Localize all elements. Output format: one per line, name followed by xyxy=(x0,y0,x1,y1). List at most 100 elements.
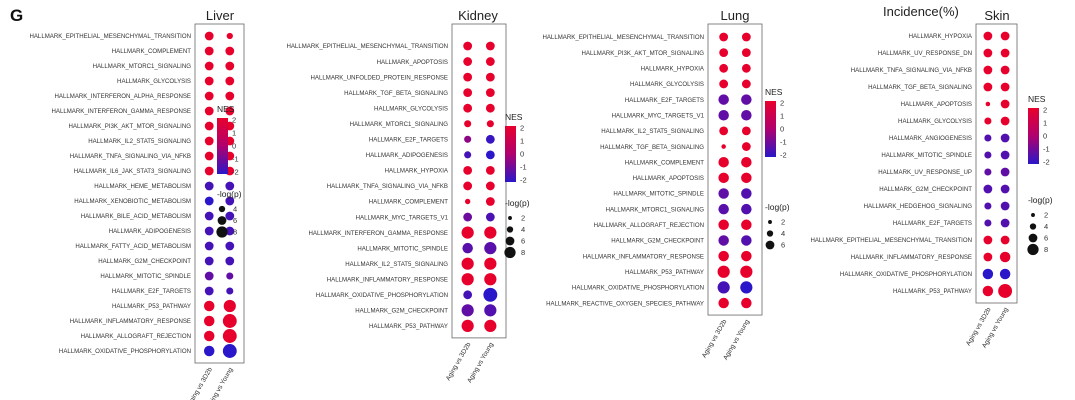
dot xyxy=(718,203,729,215)
dot xyxy=(204,286,214,296)
row-label: HALLMARK_ALLOGRAFT_REJECTION xyxy=(81,333,191,340)
dot xyxy=(741,142,751,151)
row-label: HALLMARK_INFLAMMATORY_RESPONSE xyxy=(327,276,448,283)
legend-size-tick: 8 xyxy=(233,228,237,237)
dot xyxy=(463,181,473,191)
dot xyxy=(719,32,729,42)
legend-nes-tick: -1 xyxy=(232,155,239,164)
dot xyxy=(485,134,495,144)
legend-size-dot xyxy=(765,240,775,250)
dot xyxy=(741,94,752,105)
legend-nes-tick: 2 xyxy=(1043,106,1047,115)
row-label: HALLMARK_APOPTOSIS xyxy=(901,101,972,108)
dot xyxy=(225,226,235,236)
panel-skin: Skin HALLMARK_HYPOXIA HALLMARK_UV_RESPONSE… xyxy=(810,8,1052,349)
legend-nes-title: NES xyxy=(217,104,235,114)
dot xyxy=(983,31,993,41)
dot xyxy=(225,46,235,56)
legend-colorbar xyxy=(765,101,776,157)
panel-lung: Lung HALLMARK_EPITHELIAL_MESENCHYMAL_TRAN… xyxy=(542,8,789,361)
dot xyxy=(718,188,729,199)
dot xyxy=(983,82,993,92)
dot xyxy=(463,166,473,175)
row-label: HALLMARK_INFLAMMATORY_RESPONSE xyxy=(851,254,972,261)
panel-title: Skin xyxy=(984,8,1009,23)
row-label: HALLMARK_OXIDATIVE_PHOSPHORYLATION xyxy=(316,292,448,299)
dot xyxy=(204,76,214,86)
row-label: HALLMARK_FATTY_ACID_METABOLISM xyxy=(75,243,191,250)
panel-kidney: Kidney HALLMARK_EPITHELIAL_MESENCHYMAL_TR… xyxy=(286,8,529,384)
legend-size-tick: 6 xyxy=(781,241,785,250)
row-label: HALLMARK_GLYCOLYSIS xyxy=(898,118,972,125)
legend-size-title: -log(p) xyxy=(505,198,530,208)
dot xyxy=(741,297,752,309)
dot xyxy=(225,241,235,251)
dot xyxy=(741,156,752,168)
dot xyxy=(225,76,235,86)
row-label: HALLMARK_G2M_CHECKPOINT xyxy=(355,308,448,315)
row-label: HALLMARK_G2M_CHECKPOINT xyxy=(879,186,972,193)
dot xyxy=(718,110,729,121)
legend-size-dot xyxy=(216,226,228,238)
legend-size-tick: 6 xyxy=(1044,234,1048,243)
legend-nes-title: NES xyxy=(765,87,783,97)
dot xyxy=(719,63,729,73)
row-label: HALLMARK_HYPOXIA xyxy=(385,168,449,175)
dot xyxy=(717,281,730,294)
dot xyxy=(999,251,1011,263)
dot xyxy=(204,46,214,56)
dot xyxy=(717,265,730,278)
legend-nes-tick: -1 xyxy=(1043,145,1050,154)
dot xyxy=(719,126,729,136)
row-label: HALLMARK_ANGIOGENESIS xyxy=(889,135,972,142)
dot xyxy=(204,136,214,146)
legend-size-title: -log(p) xyxy=(217,189,242,199)
dot xyxy=(984,117,992,125)
legend-nes-title: NES xyxy=(505,112,523,122)
dot xyxy=(983,65,993,75)
dot xyxy=(204,106,214,116)
row-label: HALLMARK_ADIPOGENESIS xyxy=(109,228,191,235)
dot xyxy=(721,144,726,149)
dot xyxy=(484,319,497,332)
row-label: HALLMARK_IL2_STAT5_SIGNALING xyxy=(345,261,448,268)
dot xyxy=(982,268,994,280)
row-label: HALLMARK_MITOTIC_SPINDLE xyxy=(881,152,972,159)
dot xyxy=(204,271,214,281)
row-label: HALLMARK_HYPOXIA xyxy=(909,33,973,40)
dot xyxy=(484,304,497,317)
dot xyxy=(485,197,495,206)
legend-size-tick: 8 xyxy=(521,248,525,257)
dot xyxy=(226,32,233,40)
dot xyxy=(718,94,729,105)
dot xyxy=(464,198,471,205)
dot xyxy=(222,329,237,343)
row-label: HALLMARK_INTERFERON_ALPHA_RESPONSE xyxy=(55,93,191,100)
dot xyxy=(464,151,472,159)
dot xyxy=(718,297,729,309)
dot xyxy=(999,268,1011,280)
row-label: HALLMARK_GLYCOLYSIS xyxy=(630,81,704,88)
dot xyxy=(741,48,751,58)
dot xyxy=(204,91,214,101)
legend-colorbar xyxy=(217,118,228,174)
incidence-header: Incidence(%) xyxy=(883,4,959,19)
dot xyxy=(204,166,214,176)
row-label: HALLMARK_UNFOLDED_PROTEIN_RESPONSE xyxy=(311,74,448,81)
dot xyxy=(741,219,752,231)
dot xyxy=(222,314,237,328)
panel-frame xyxy=(194,23,245,364)
row-label: HALLMARK_MTORC1_SIGNALING xyxy=(93,63,192,70)
row-label: HALLMARK_IL2_STAT5_SIGNALING xyxy=(601,128,704,135)
dot xyxy=(1000,201,1010,211)
legend-size-dot xyxy=(508,216,512,220)
dot xyxy=(203,315,215,327)
dot xyxy=(463,88,473,98)
dot xyxy=(484,242,497,255)
dot xyxy=(1000,235,1010,245)
dot xyxy=(464,120,472,128)
row-label: HALLMARK_TGF_BETA_SIGNALING xyxy=(344,90,448,97)
dot xyxy=(484,273,497,286)
dot xyxy=(741,63,751,73)
